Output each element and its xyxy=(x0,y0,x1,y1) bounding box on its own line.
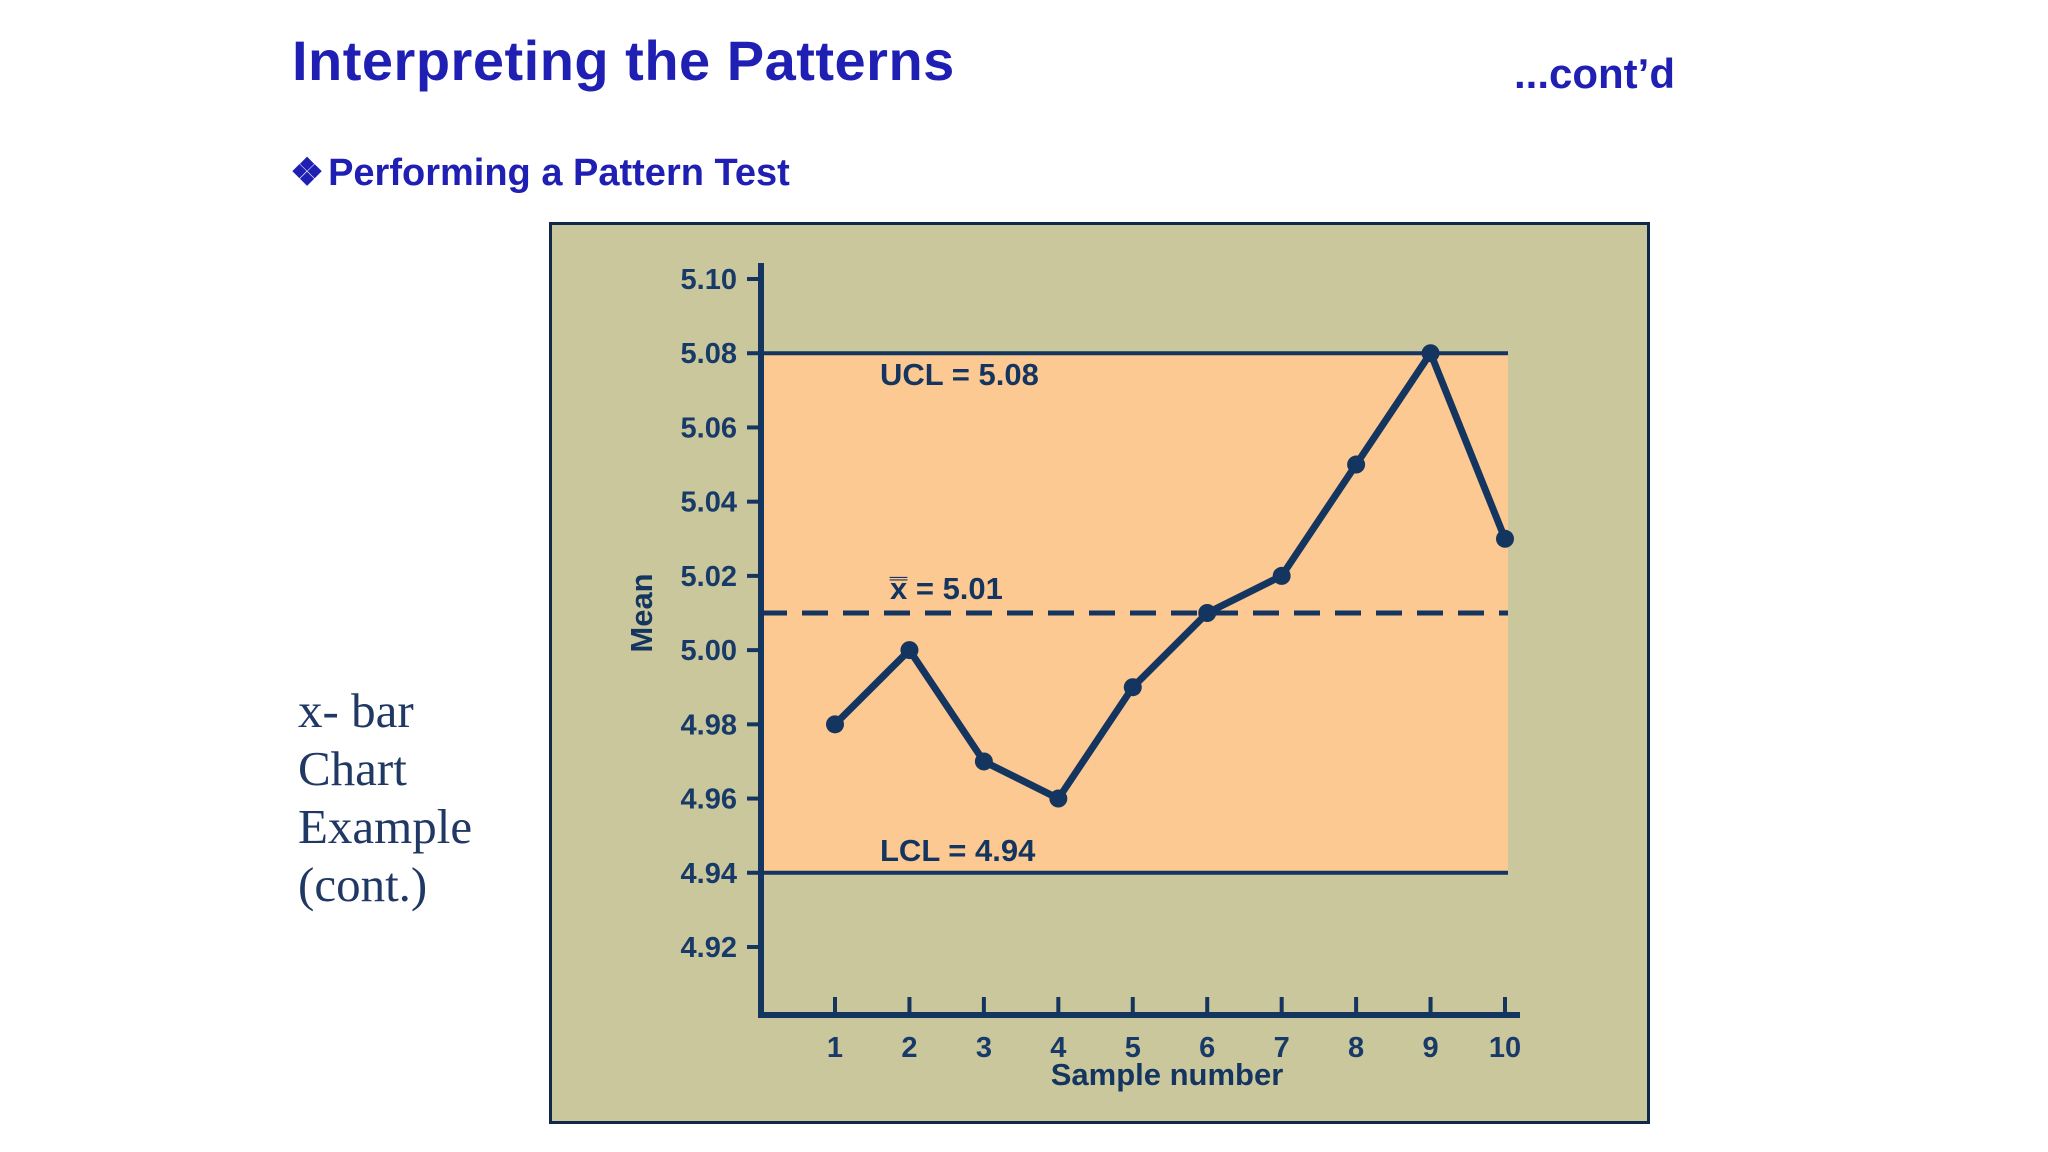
x-tick-label: 2 xyxy=(901,1032,917,1064)
lcl-label: LCL = 4.94 xyxy=(880,833,1036,868)
data-point xyxy=(1421,344,1440,363)
x-tick-label: 7 xyxy=(1274,1032,1290,1064)
x-tick-label: 6 xyxy=(1199,1032,1215,1064)
data-point xyxy=(900,641,919,660)
bullet-text: Performing a Pattern Test xyxy=(328,152,790,194)
y-tick-label: 5.10 xyxy=(681,264,737,296)
data-point xyxy=(1049,789,1068,808)
y-tick-label: 5.04 xyxy=(681,487,737,519)
xbar-chart: 5.10 5.08 5.06 5.04 5.02 5.00 4.98 4.96 4.94 4.92… xyxy=(624,263,1521,1092)
data-point xyxy=(1496,529,1514,548)
side-caption-line: x- bar xyxy=(298,683,414,738)
y-tick-label: 4.98 xyxy=(681,709,737,741)
contd-label: ...cont’d xyxy=(1514,50,1675,97)
ucl-label: UCL = 5.08 xyxy=(880,357,1039,392)
page-title: Interpreting the Patterns xyxy=(292,29,955,92)
data-point xyxy=(1123,678,1142,697)
x-tick-label: 3 xyxy=(976,1032,992,1064)
y-tick-label: 5.08 xyxy=(681,338,737,370)
y-tick-label: 5.06 xyxy=(681,412,737,444)
data-line xyxy=(831,349,1509,803)
bullet-line: ❖ Performing a Pattern Test xyxy=(290,150,790,195)
side-caption-line: Chart xyxy=(298,741,407,796)
y-tick-label: 5.02 xyxy=(681,561,737,593)
y-tick-label: 4.96 xyxy=(681,784,737,816)
side-caption-line: Example xyxy=(298,799,473,854)
data-point xyxy=(974,752,993,771)
data-point xyxy=(1272,566,1291,585)
data-point xyxy=(1347,455,1366,474)
center-label: x̿ = 5.01 xyxy=(889,571,1002,606)
x-tick-label: 5 xyxy=(1125,1032,1141,1064)
x-tick-label: 8 xyxy=(1348,1032,1364,1064)
y-axis-title: Mean xyxy=(624,573,659,652)
y-tick-label: 4.94 xyxy=(681,858,737,890)
x-tick-label: 9 xyxy=(1422,1032,1438,1064)
data-point xyxy=(826,715,844,734)
data-point xyxy=(1198,604,1217,622)
y-tick-label: 5.00 xyxy=(681,635,737,667)
y-tick-label: 4.92 xyxy=(681,932,737,964)
side-caption-line: (cont.) xyxy=(298,857,428,912)
x-tick-label: 1 xyxy=(827,1032,843,1064)
side-caption: x- bar Chart Example (cont.) xyxy=(298,682,472,914)
chart-panel: 5.10 5.08 5.06 5.04 5.02 5.00 4.98 4.96 4.94 4.92… xyxy=(549,222,1650,1124)
x-axis-title: Sample number xyxy=(1051,1057,1284,1092)
x-tick-label: 4 xyxy=(1050,1032,1066,1064)
x-tick-label: 10 xyxy=(1489,1032,1521,1064)
diamond-bullet-icon: ❖ xyxy=(290,152,325,194)
